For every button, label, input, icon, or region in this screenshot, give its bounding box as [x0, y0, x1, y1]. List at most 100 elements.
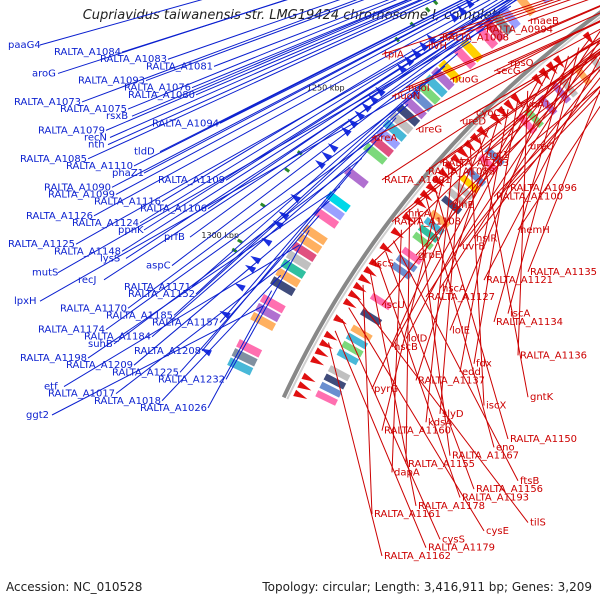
feature-arrow-inner	[582, 31, 594, 45]
feature-arrow-outer	[418, 41, 429, 52]
leader-line-right	[425, 197, 495, 448]
gene-label-left: RALTA_A1079	[38, 125, 105, 136]
leader-line-left	[219, 117, 397, 323]
gene-label-left: ggt2	[26, 410, 49, 421]
gene-label-left: RALTA_A1208	[134, 346, 201, 357]
leader-line-right	[473, 77, 600, 239]
gene-label-right: RALTA_A1193	[462, 492, 529, 503]
gene-label-right: grpE	[418, 250, 441, 261]
gene-label-right: RALTA_A1088	[428, 166, 495, 177]
gene-label-left: RALTA_A1083	[100, 54, 167, 65]
gene-label-right: hscB	[394, 342, 418, 353]
leader-line-right	[483, 56, 600, 281]
feature-arrow-inner	[342, 297, 357, 309]
leader-line-right	[425, 0, 562, 47]
gene-label-right: RALTA_A1135	[530, 267, 597, 278]
feature-arrow-inner	[419, 189, 433, 202]
feature-box-inner	[453, 181, 475, 201]
feature-box	[343, 166, 369, 189]
gc-marker	[237, 238, 243, 244]
leader-line-left	[39, 0, 203, 46]
feature-box-inner	[341, 340, 364, 358]
feature-arrow-outer	[361, 102, 372, 113]
leader-line-left	[145, 0, 365, 82]
gene-label-left: RALTA_A1093	[78, 76, 145, 87]
gene-label-left: aspC	[146, 261, 171, 272]
leader-line-right	[449, 12, 600, 80]
gc-marker	[432, 0, 439, 6]
gene-label-left: RALTA_A1148	[54, 246, 121, 257]
leader-line-right	[483, 65, 600, 156]
gene-label-left: RALTA_A1110	[66, 161, 133, 172]
gene-label-right: slyD	[442, 409, 464, 420]
feature-arrow-inner	[352, 281, 367, 293]
gene-label-right: RALTA_A1121	[486, 275, 553, 286]
gene-label-left: RALTA_A1157	[152, 318, 219, 329]
leader-line-right	[385, 251, 475, 490]
gene-label-left: phaZ1	[112, 168, 144, 179]
feature-box	[254, 302, 281, 323]
feature-box	[369, 134, 394, 158]
leader-line-right	[348, 307, 485, 532]
feature-box-inner	[484, 146, 505, 167]
leader-line-left	[161, 274, 282, 402]
gene-label-left: RALTA_A1073	[14, 97, 81, 108]
leader-line-left	[81, 0, 358, 103]
kbp-tick-label: 1250 kbp	[307, 84, 345, 93]
summary-label: Topology: circular; Length: 3,416,911 bp…	[262, 580, 592, 594]
gene-label-right: RALTA_A1160	[384, 426, 451, 437]
leader-line-right	[425, 167, 453, 423]
feature-arrow-inner	[503, 99, 516, 112]
leader-line-left	[63, 244, 300, 387]
gene-label-right: RALTA_A1178	[418, 501, 485, 512]
gene-label-left: lpxH	[14, 296, 37, 307]
leader-line-left	[201, 172, 352, 352]
leader-line-right	[527, 85, 600, 147]
leader-line-right	[355, 295, 529, 523]
feature-box	[325, 191, 351, 213]
gene-label-right: RALTA_A1156	[476, 484, 543, 495]
leader-line-right	[391, 229, 402, 473]
leader-line-right	[405, 219, 411, 465]
leader-line-right	[328, 342, 383, 557]
feature-box	[296, 232, 323, 254]
gene-label-left: aroG	[32, 68, 56, 79]
leader-line-right	[507, 20, 600, 64]
gene-label-right: rpsO	[510, 58, 534, 69]
feature-box-inner	[315, 390, 338, 406]
feature-arrow-inner	[444, 160, 457, 173]
feature-box	[270, 276, 296, 297]
gene-label-right: iscA	[510, 309, 530, 320]
leader-line-left	[225, 229, 310, 380]
gene-label-right: iscU	[384, 300, 405, 311]
feature-box-inner	[345, 332, 369, 350]
feature-arrow-inner	[297, 381, 312, 391]
gene-label-right: nuoI	[408, 83, 430, 94]
feature-arrow-inner	[413, 197, 427, 209]
feature-box	[259, 293, 286, 314]
feature-box-inner	[459, 174, 481, 194]
gene-label-left: RALTA_A1085	[20, 154, 87, 165]
gene-label-right: RALTA_A1179	[428, 543, 495, 554]
gene-label-right: pyrG	[374, 384, 398, 395]
leader-line-right	[371, 42, 600, 264]
gene-label-left: RALTA_A1185	[106, 310, 173, 321]
gene-label-left: RALTA_A1109	[158, 175, 225, 186]
feature-box-inner	[390, 261, 413, 280]
leader-line-right	[459, 39, 600, 122]
leader-line-left	[87, 186, 341, 359]
feature-box	[285, 250, 312, 271]
leader-line-right	[507, 47, 580, 314]
gene-label-left: RALTA_A1171	[124, 282, 191, 293]
gene-label-right: RALTA_A1155	[408, 459, 475, 470]
gene-label-right: cyoC1	[476, 108, 507, 119]
leader-line-right	[415, 28, 600, 131]
gene-label-left: RALTA_A1152	[128, 289, 195, 300]
feature-box	[250, 311, 277, 331]
leader-line-left	[219, 0, 469, 124]
gene-label-left: recN	[84, 133, 107, 144]
feature-arrow-inner	[390, 227, 404, 239]
leader-line-left	[213, 0, 390, 67]
leader-line-right	[493, 55, 569, 323]
gene-label-left: rsxB	[106, 111, 128, 122]
